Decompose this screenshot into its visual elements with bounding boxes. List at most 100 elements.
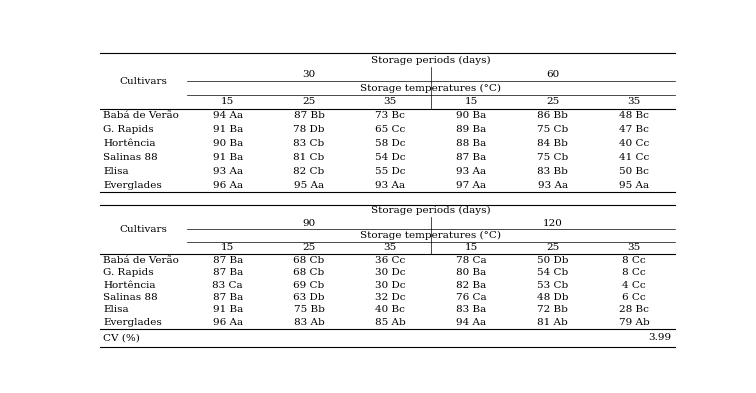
Text: 87 Ba: 87 Ba bbox=[212, 268, 243, 277]
Text: 69 Cb: 69 Cb bbox=[293, 281, 324, 290]
Text: Everglades: Everglades bbox=[104, 181, 162, 190]
Text: 86 Bb: 86 Bb bbox=[538, 111, 568, 120]
Text: 90 Ba: 90 Ba bbox=[212, 139, 243, 148]
Text: 83 Ab: 83 Ab bbox=[293, 318, 324, 327]
Text: 15: 15 bbox=[221, 243, 234, 252]
Text: 91 Ba: 91 Ba bbox=[212, 305, 243, 314]
Text: 55 Dc: 55 Dc bbox=[375, 167, 405, 176]
Text: 95 Aa: 95 Aa bbox=[294, 181, 324, 190]
Text: 91 Ba: 91 Ba bbox=[212, 153, 243, 162]
Text: Babá de Verão: Babá de Verão bbox=[104, 256, 179, 265]
Text: 75 Bb: 75 Bb bbox=[293, 305, 324, 314]
Text: 30 Dc: 30 Dc bbox=[375, 268, 405, 277]
Text: 87 Bb: 87 Bb bbox=[293, 111, 324, 120]
Text: 93 Aa: 93 Aa bbox=[538, 181, 568, 190]
Text: 76 Ca: 76 Ca bbox=[456, 293, 487, 302]
Text: 78 Db: 78 Db bbox=[293, 125, 324, 134]
Text: 87 Ba: 87 Ba bbox=[212, 293, 243, 302]
Text: 83 Bb: 83 Bb bbox=[538, 167, 568, 176]
Text: 25: 25 bbox=[302, 243, 315, 252]
Text: 50 Db: 50 Db bbox=[537, 256, 569, 265]
Text: 50 Bc: 50 Bc bbox=[619, 167, 649, 176]
Text: 87 Ba: 87 Ba bbox=[457, 153, 487, 162]
Text: 96 Aa: 96 Aa bbox=[212, 318, 243, 327]
Text: 65 Cc: 65 Cc bbox=[375, 125, 405, 134]
Text: 83 Ba: 83 Ba bbox=[457, 305, 487, 314]
Text: 47 Bc: 47 Bc bbox=[619, 125, 649, 134]
Text: 94 Aa: 94 Aa bbox=[212, 111, 243, 120]
Text: Storage periods (days): Storage periods (days) bbox=[371, 56, 491, 65]
Text: 54 Dc: 54 Dc bbox=[375, 153, 405, 162]
Text: G. Rapids: G. Rapids bbox=[104, 268, 154, 277]
Text: Storage periods (days): Storage periods (days) bbox=[371, 206, 491, 215]
Text: 68 Cb: 68 Cb bbox=[293, 268, 324, 277]
Text: 25: 25 bbox=[546, 243, 559, 252]
Text: Elisa: Elisa bbox=[104, 167, 129, 176]
Text: 97 Aa: 97 Aa bbox=[457, 181, 487, 190]
Text: 84 Bb: 84 Bb bbox=[538, 139, 568, 148]
Text: Cultivars: Cultivars bbox=[119, 225, 168, 234]
Text: 73 Bc: 73 Bc bbox=[375, 111, 405, 120]
Text: Hortência: Hortência bbox=[104, 281, 156, 290]
Text: 30 Dc: 30 Dc bbox=[375, 281, 405, 290]
Text: 87 Ba: 87 Ba bbox=[212, 256, 243, 265]
Text: G. Rapids: G. Rapids bbox=[104, 125, 154, 134]
Text: 35: 35 bbox=[383, 97, 397, 107]
Text: 96 Aa: 96 Aa bbox=[212, 181, 243, 190]
Text: 4 Cc: 4 Cc bbox=[622, 281, 646, 290]
Text: 15: 15 bbox=[465, 97, 478, 107]
Text: 81 Ab: 81 Ab bbox=[538, 318, 568, 327]
Text: 88 Ba: 88 Ba bbox=[457, 139, 487, 148]
Text: 48 Bc: 48 Bc bbox=[619, 111, 649, 120]
Text: 90: 90 bbox=[302, 219, 315, 228]
Text: 60: 60 bbox=[546, 70, 559, 79]
Text: 75 Cb: 75 Cb bbox=[537, 125, 569, 134]
Text: 30: 30 bbox=[302, 70, 315, 79]
Text: Babá de Verão: Babá de Verão bbox=[104, 111, 179, 120]
Text: 40 Bc: 40 Bc bbox=[375, 305, 405, 314]
Text: 35: 35 bbox=[627, 243, 640, 252]
Text: 93 Aa: 93 Aa bbox=[457, 167, 487, 176]
Text: Cultivars: Cultivars bbox=[119, 77, 168, 86]
Text: Salinas 88: Salinas 88 bbox=[104, 153, 158, 162]
Text: 82 Ba: 82 Ba bbox=[457, 281, 487, 290]
Text: 93 Aa: 93 Aa bbox=[375, 181, 405, 190]
Text: 41 Cc: 41 Cc bbox=[619, 153, 649, 162]
Text: 90 Ba: 90 Ba bbox=[457, 111, 487, 120]
Text: 6 Cc: 6 Cc bbox=[622, 293, 646, 302]
Text: 35: 35 bbox=[383, 243, 397, 252]
Text: Salinas 88: Salinas 88 bbox=[104, 293, 158, 302]
Text: 54 Cb: 54 Cb bbox=[537, 268, 569, 277]
Text: 85 Ab: 85 Ab bbox=[375, 318, 405, 327]
Text: 68 Cb: 68 Cb bbox=[293, 256, 324, 265]
Text: Everglades: Everglades bbox=[104, 318, 162, 327]
Text: Storage temperatures (°C): Storage temperatures (°C) bbox=[361, 83, 501, 93]
Text: 95 Aa: 95 Aa bbox=[619, 181, 649, 190]
Text: Storage temperatures (°C): Storage temperatures (°C) bbox=[361, 231, 501, 240]
Text: 89 Ba: 89 Ba bbox=[457, 125, 487, 134]
Text: 78 Ca: 78 Ca bbox=[456, 256, 487, 265]
Text: 32 Dc: 32 Dc bbox=[375, 293, 405, 302]
Text: 72 Bb: 72 Bb bbox=[538, 305, 568, 314]
Text: 82 Cb: 82 Cb bbox=[293, 167, 324, 176]
Text: 28 Bc: 28 Bc bbox=[619, 305, 649, 314]
Text: 25: 25 bbox=[546, 97, 559, 107]
Text: CV (%): CV (%) bbox=[104, 333, 140, 342]
Text: 80 Ba: 80 Ba bbox=[457, 268, 487, 277]
Text: 94 Aa: 94 Aa bbox=[457, 318, 487, 327]
Text: 79 Ab: 79 Ab bbox=[618, 318, 649, 327]
Text: 3.99: 3.99 bbox=[649, 333, 671, 342]
Text: 15: 15 bbox=[465, 243, 478, 252]
Text: 75 Cb: 75 Cb bbox=[537, 153, 569, 162]
Text: 36 Cc: 36 Cc bbox=[375, 256, 405, 265]
Text: 8 Cc: 8 Cc bbox=[622, 256, 646, 265]
Text: 91 Ba: 91 Ba bbox=[212, 125, 243, 134]
Text: 83 Ca: 83 Ca bbox=[212, 281, 243, 290]
Text: 40 Cc: 40 Cc bbox=[619, 139, 649, 148]
Text: 63 Db: 63 Db bbox=[293, 293, 324, 302]
Text: Elisa: Elisa bbox=[104, 305, 129, 314]
Text: 83 Cb: 83 Cb bbox=[293, 139, 324, 148]
Text: 58 Dc: 58 Dc bbox=[375, 139, 405, 148]
Text: 35: 35 bbox=[627, 97, 640, 107]
Text: 8 Cc: 8 Cc bbox=[622, 268, 646, 277]
